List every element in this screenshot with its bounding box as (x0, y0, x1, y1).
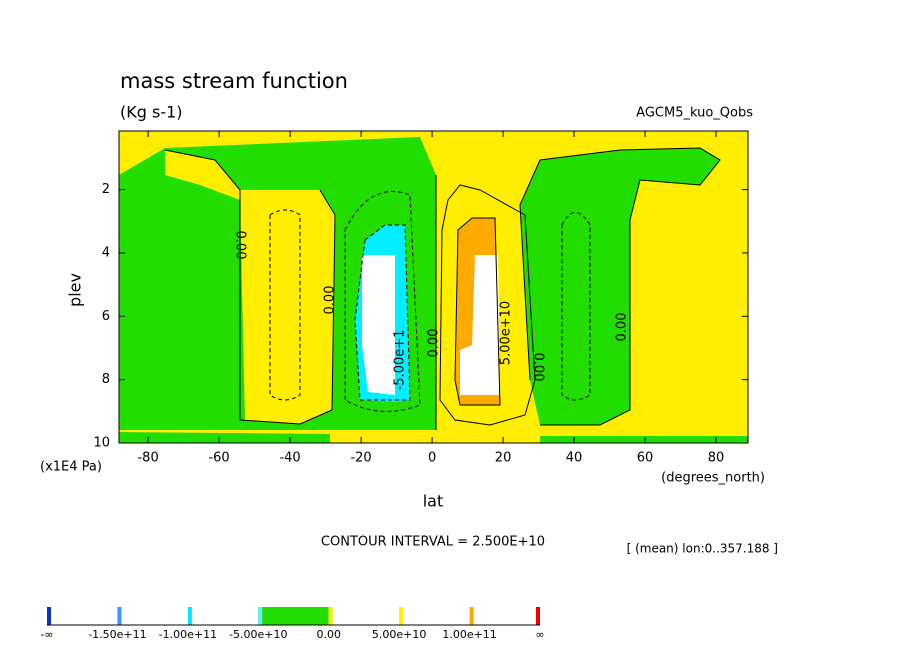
region (520, 148, 720, 425)
y-tick-label: 6 (102, 309, 110, 324)
colorbar-stripe (328, 607, 333, 625)
contour-label: 0.00 (233, 231, 248, 260)
colorbar-cell (328, 607, 400, 625)
contour-line (164, 149, 333, 425)
region (540, 436, 748, 443)
y-tick-label: 10 (93, 436, 110, 451)
x-tick-label: 0 (428, 451, 436, 466)
region (119, 432, 330, 443)
contour-label: 0.00 (427, 329, 442, 358)
y-tick-label: 4 (102, 245, 110, 260)
x-tick-label: -20 (350, 451, 371, 466)
contour-line (354, 224, 411, 401)
colorbar-cell (399, 607, 470, 625)
contour-line (319, 189, 336, 411)
colorbar-stripe (469, 607, 474, 625)
colorbar-cell (47, 607, 118, 625)
colorbar-stripe (187, 607, 192, 625)
x-tick-label: 20 (495, 451, 512, 466)
region (460, 255, 500, 395)
contour-label: 0.00 (531, 353, 546, 382)
colorbar-stripe (536, 607, 540, 625)
colorbar-label: 5.00e+10 (372, 628, 426, 641)
x-tick-label: 80 (708, 451, 725, 466)
colorbar-cell (258, 607, 329, 625)
x-axis-units: (degrees_north) (661, 471, 765, 486)
x-tick-label: -80 (137, 451, 158, 466)
y-axis-units: (x1E4 Pa) (40, 460, 102, 475)
contour-label: 0.00 (615, 313, 630, 342)
colorbar-stripe (47, 607, 51, 625)
x-tick-label: -40 (279, 451, 300, 466)
x-tick-label: -60 (208, 451, 229, 466)
colorbar-cell (187, 607, 259, 625)
contour-line (439, 184, 536, 426)
contour-line (561, 212, 591, 401)
contour-field (119, 131, 748, 443)
region-note: [ (mean) lon:0..357.188 ] (627, 542, 778, 556)
y-tick-label: 8 (102, 372, 110, 387)
colorbar-label: -1.50e+11 (88, 628, 146, 641)
contour-label: -5.00e+1 (393, 330, 408, 391)
colorbar-stripe (117, 607, 122, 625)
dataset-label: AGCM5_kuo_Qobs (636, 106, 753, 121)
colorbar-label: ∞ (535, 628, 544, 641)
x-tick-label: 40 (566, 451, 583, 466)
colorbar-label: 1.00e+11 (442, 628, 496, 641)
colorbar-label: -1.00e+11 (159, 628, 217, 641)
chart-title: mass stream function (120, 69, 348, 93)
colorbar-stripe (399, 607, 404, 625)
region (165, 150, 335, 424)
y-axis-title: plev (66, 273, 85, 307)
y-tick-label: 2 (102, 182, 110, 197)
colorbar-label: -5.00e+10 (229, 628, 287, 641)
colorbar-cell (117, 607, 188, 625)
contour-interval: CONTOUR INTERVAL = 2.500E+10 (321, 535, 545, 550)
contour-line (519, 147, 721, 426)
colorbar-label: -∞ (40, 628, 53, 641)
plot-frame (118, 130, 749, 444)
x-tick-label: 60 (637, 451, 654, 466)
contour-label: 5.00e+10 (499, 301, 514, 365)
colorbar-stripe (258, 607, 263, 625)
region (362, 255, 395, 395)
contour-line (454, 217, 501, 406)
subtitle: (Kg s-1) (120, 103, 183, 122)
colorbar-cell (469, 607, 540, 625)
colorbar-label: 0.00 (316, 628, 341, 641)
contour-label: 0.00 (323, 286, 338, 315)
contour-line (269, 209, 301, 401)
x-axis-title: lat (423, 492, 444, 511)
contour-line (344, 191, 421, 412)
